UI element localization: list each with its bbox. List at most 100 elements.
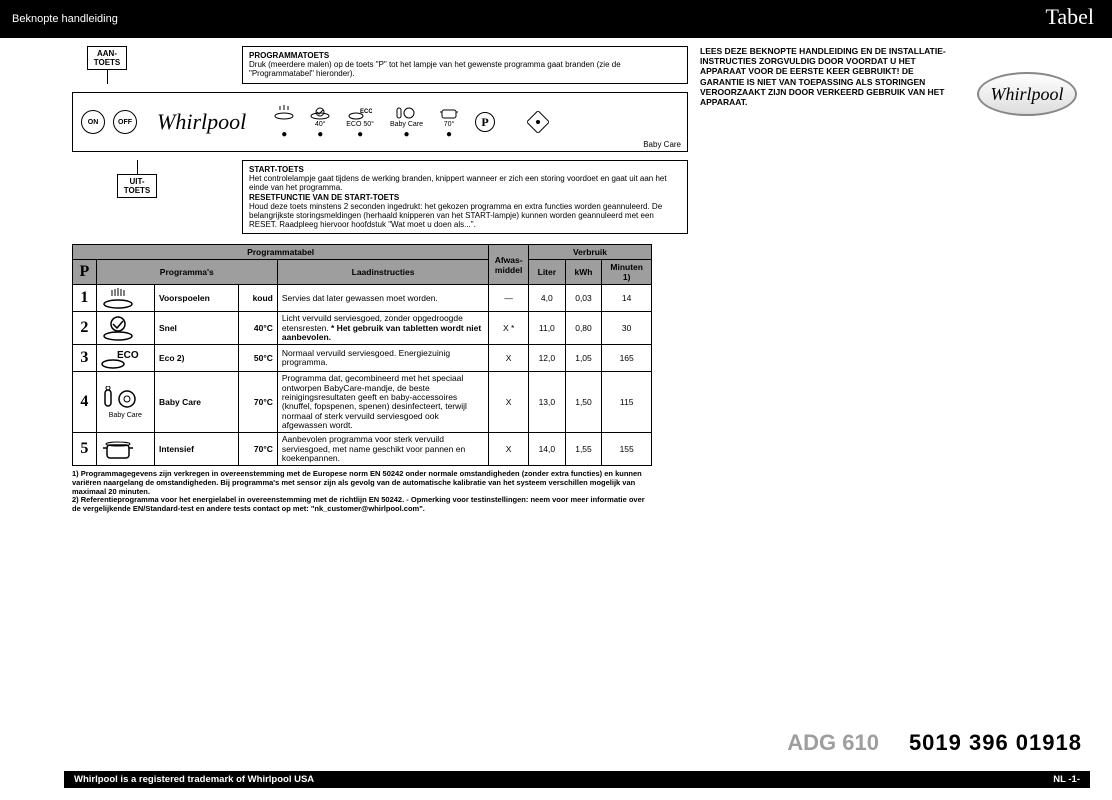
cell-kwh: 1,05 <box>565 345 602 372</box>
panel-brand: Whirlpool <box>157 109 246 135</box>
programmatoets-box: PROGRAMMATOETS Druk (meerdere malen) op … <box>242 46 688 84</box>
cell-instr: Aanbevolen programma voor sterk vervuild… <box>277 433 488 466</box>
uit-toets-label: UIT- TOETS <box>117 174 158 198</box>
cell-min: 155 <box>602 433 652 466</box>
cell-liter: 11,0 <box>529 312 566 345</box>
cell-num: 5 <box>73 433 97 466</box>
table-row: 2 Snel40°CLicht vervuild serviesgoed, zon… <box>73 312 652 345</box>
header-right: Tabel <box>1039 4 1100 34</box>
footnotes: 1) Programmagegevens zijn verkregen in o… <box>72 466 652 513</box>
th-min: Minuten 1) <box>602 260 652 285</box>
cell-min: 165 <box>602 345 652 372</box>
part-number: 5019 396 01918 <box>909 730 1082 756</box>
table-row: 5 Intensief70°CAanbevolen programma voor … <box>73 433 652 466</box>
cell-name: Baby Care <box>154 372 238 433</box>
th-liter: Liter <box>529 260 566 285</box>
icon-pot: 70°● <box>439 106 459 140</box>
cell-temp: 70°C <box>239 433 278 466</box>
cell-afwas: X <box>489 372 529 433</box>
cell-name: Intensief <box>154 433 238 466</box>
start-button[interactable] <box>527 111 549 133</box>
cell-num: 2 <box>73 312 97 345</box>
reset-body: Houd deze toets minstens 2 seconden inge… <box>249 202 681 230</box>
cell-afwas: X <box>489 433 529 466</box>
th-p: P <box>73 260 97 285</box>
off-button[interactable]: OFF <box>113 110 137 134</box>
cell-icon <box>96 433 154 466</box>
start-toets-box: START-TOETS Het controlelampje gaat tijd… <box>242 160 688 234</box>
cell-kwh: 1,50 <box>565 372 602 433</box>
cell-kwh: 0,80 <box>565 312 602 345</box>
footer-bar: Whirlpool is a registered trademark of W… <box>64 771 1090 788</box>
cell-kwh: 1,55 <box>565 433 602 466</box>
icon-eco: ECO ECO 50°● <box>346 106 374 140</box>
cell-num: 1 <box>73 285 97 312</box>
th-laad: Laadinstructies <box>277 260 488 285</box>
cell-min: 30 <box>602 312 652 345</box>
cell-name: Eco 2) <box>154 345 238 372</box>
cell-temp: 40°C <box>239 312 278 345</box>
cell-instr: Programma dat, gecombineerd met het spec… <box>277 372 488 433</box>
programmatoets-body: Druk (meerdere malen) op de toets "P" to… <box>249 60 681 78</box>
logo-column: Whirlpool <box>972 46 1082 234</box>
cell-afwas: X * <box>489 312 529 345</box>
program-icons: ● 40°● ECO ECO 50°● Baby Care● 70°● <box>274 104 459 140</box>
cell-min: 115 <box>602 372 652 433</box>
th-afwas: Afwas- middel <box>489 245 529 285</box>
cell-temp: 50°C <box>239 345 278 372</box>
table-row: 3 ECO Eco 2)50°CNormaal vervuild serviesgo… <box>73 345 652 372</box>
reset-title: RESETFUNCTIE VAN DE START-TOETS <box>249 193 681 202</box>
cell-icon: Baby Care <box>96 372 154 433</box>
table-row: 4Baby CareBaby Care70°CProgramma dat, ge… <box>73 372 652 433</box>
upper-section: AAN- TOETS PROGRAMMATOETS Druk (meerdere… <box>0 38 1112 234</box>
cell-icon <box>96 312 154 345</box>
model-number: ADG 610 <box>787 730 879 756</box>
cell-num: 3 <box>73 345 97 372</box>
cell-instr: Normaal vervuild serviesgoed. Energiezui… <box>277 345 488 372</box>
icon-baby: Baby Care● <box>390 106 423 140</box>
cell-name: Voorspoelen <box>154 285 238 312</box>
cell-liter: 14,0 <box>529 433 566 466</box>
cell-name: Snel <box>154 312 238 345</box>
icon-40: 40°● <box>310 106 330 140</box>
cell-temp: 70°C <box>239 372 278 433</box>
table-row: 1 VoorspoelenkoudServies dat later gewass… <box>73 285 652 312</box>
footer-left: Whirlpool is a registered trademark of W… <box>74 774 314 785</box>
model-row: ADG 610 5019 396 01918 <box>787 730 1082 756</box>
svg-text:ECO: ECO <box>117 350 139 361</box>
warning-text: LEES DEZE BEKNOPTE HANDLEIDING EN DE INS… <box>700 46 960 107</box>
header-left: Beknopte handleiding <box>12 13 118 25</box>
start-title: START-TOETS <box>249 165 681 174</box>
cell-liter: 4,0 <box>529 285 566 312</box>
footnote-1: 1) Programmagegevens zijn verkregen in o… <box>72 470 652 496</box>
cell-liter: 12,0 <box>529 345 566 372</box>
icon-rinse: ● <box>274 104 294 140</box>
th-verbruik: Verbruik <box>529 245 652 260</box>
footer-right: NL -1- <box>1053 774 1080 785</box>
warning-column: LEES DEZE BEKNOPTE HANDLEIDING EN DE INS… <box>700 46 960 234</box>
cell-liter: 13,0 <box>529 372 566 433</box>
cell-afwas: X <box>489 345 529 372</box>
cell-icon <box>96 285 154 312</box>
whirlpool-logo: Whirlpool <box>977 72 1077 116</box>
cell-min: 14 <box>602 285 652 312</box>
program-table: Programmatabel Afwas- middel Verbruik P … <box>72 244 652 466</box>
cell-instr: Servies dat later gewassen moet worden. <box>277 285 488 312</box>
cell-icon: ECO <box>96 345 154 372</box>
panel-column: AAN- TOETS PROGRAMMATOETS Druk (meerdere… <box>72 46 688 234</box>
control-panel: ON OFF Whirlpool ● 40°● ECO ECO 50°● <box>72 92 688 152</box>
aan-toets-label: AAN- TOETS <box>87 46 128 70</box>
cell-instr: Licht vervuild serviesgoed, zonder opged… <box>277 312 488 345</box>
cell-kwh: 0,03 <box>565 285 602 312</box>
p-button[interactable]: P <box>475 112 495 132</box>
programmatoets-title: PROGRAMMATOETS <box>249 51 681 60</box>
cell-num: 4 <box>73 372 97 433</box>
th-programmatabel: Programmatabel <box>73 245 489 260</box>
on-button[interactable]: ON <box>81 110 105 134</box>
babycare-text: Baby Care <box>643 140 681 149</box>
th-prog: Programma's <box>96 260 277 285</box>
header-bar: Beknopte handleiding Tabel <box>0 0 1112 38</box>
cell-temp: koud <box>239 285 278 312</box>
start-body: Het controlelampje gaat tijdens de werki… <box>249 174 681 192</box>
svg-text:ECO: ECO <box>360 109 372 115</box>
